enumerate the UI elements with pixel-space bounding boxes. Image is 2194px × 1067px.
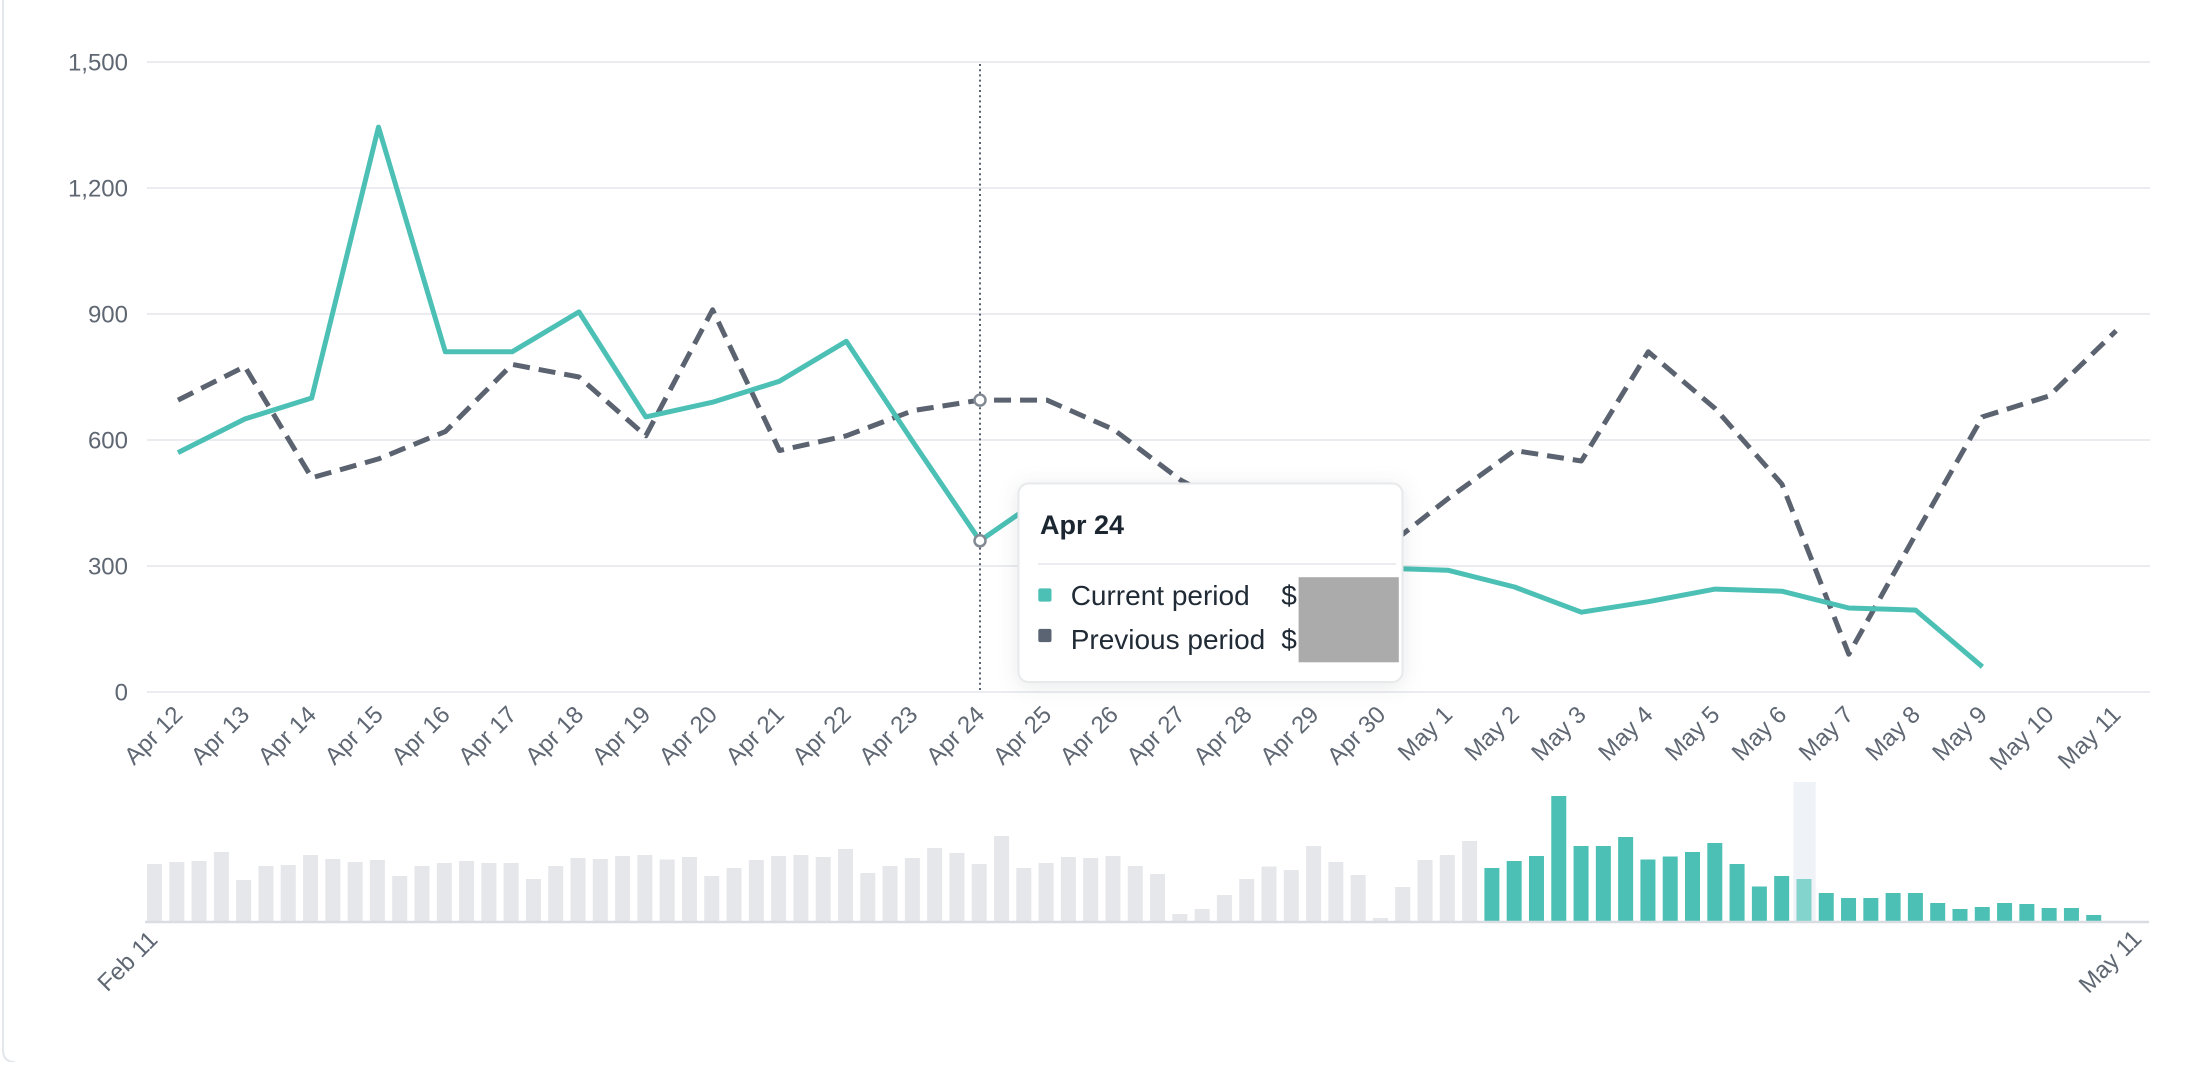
svg-text:1,200: 1,200	[68, 176, 128, 203]
svg-text:900: 900	[88, 302, 128, 329]
svg-text:Apr 24: Apr 24	[1040, 510, 1124, 540]
svg-text:Previous period: Previous period	[1071, 624, 1266, 655]
svg-text:300: 300	[88, 554, 128, 581]
svg-text:600: 600	[88, 428, 128, 455]
svg-text:$: $	[1281, 580, 1297, 611]
svg-text:0: 0	[115, 680, 128, 707]
svg-text:Current period: Current period	[1071, 580, 1250, 611]
svg-text:1,500: 1,500	[68, 50, 128, 77]
svg-text:$: $	[1281, 624, 1297, 655]
